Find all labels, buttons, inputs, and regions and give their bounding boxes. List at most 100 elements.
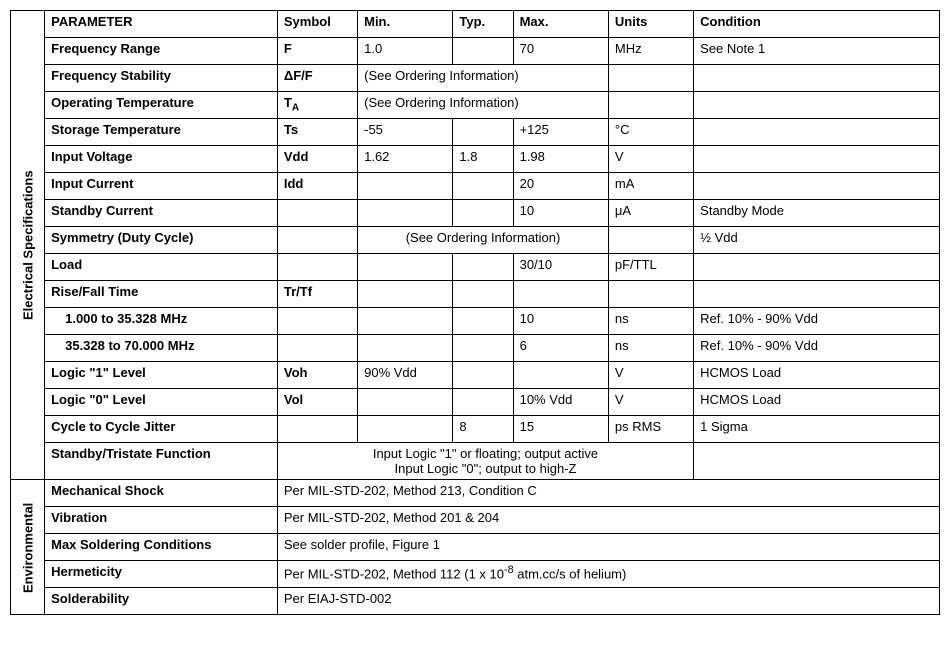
standby-line2: Input Logic "0"; output to high-Z [395,461,577,476]
table-row: Logic "0" Level Vol 10% Vdd V HCMOS Load [11,389,940,416]
symbol-cell: Ts [277,119,357,146]
symbol-cell [277,335,357,362]
table-row: Vibration Per MIL-STD-202, Method 201 & … [11,507,940,534]
symbol-cell: Tr/Tf [277,281,357,308]
typ-cell: 8 [453,416,513,443]
typ-cell [453,308,513,335]
param-cell: Solderability [45,588,278,615]
hdr-symbol: Symbol [277,11,357,38]
cond-cell [694,119,940,146]
units-cell [608,227,693,254]
units-cell: °C [608,119,693,146]
table-row: Cycle to Cycle Jitter 8 15 ps RMS 1 Sigm… [11,416,940,443]
param-cell: Rise/Fall Time [45,281,278,308]
symbol-cell [277,227,357,254]
units-cell: V [608,146,693,173]
max-cell: 15 [513,416,608,443]
cond-cell [694,65,940,92]
cond-cell: ½ Vdd [694,227,940,254]
span-cell: (See Ordering Information) [358,92,609,119]
units-cell: ns [608,335,693,362]
table-row: Max Soldering Conditions See solder prof… [11,534,940,561]
span-cell: Per MIL-STD-202, Method 213, Condition C [277,480,939,507]
spec-table-wrapper: Electrical Specifications PARAMETER Symb… [10,10,940,615]
cond-cell [694,146,940,173]
cond-cell: Standby Mode [694,200,940,227]
span-cell: Per EIAJ-STD-002 [277,588,939,615]
typ-cell [453,254,513,281]
typ-cell [453,389,513,416]
symbol-cell: TA [277,92,357,119]
cond-cell: See Note 1 [694,38,940,65]
symbol-cell: F [277,38,357,65]
cond-cell: HCMOS Load [694,362,940,389]
param-cell: Operating Temperature [45,92,278,119]
symbol-cell [277,200,357,227]
max-cell: +125 [513,119,608,146]
min-cell [358,200,453,227]
units-cell: ps RMS [608,416,693,443]
min-cell [358,308,453,335]
units-cell [608,281,693,308]
header-row: Electrical Specifications PARAMETER Symb… [11,11,940,38]
max-cell: 6 [513,335,608,362]
typ-cell: 1.8 [453,146,513,173]
span-cell: Per MIL-STD-202, Method 201 & 204 [277,507,939,534]
cond-cell: Ref. 10% - 90% Vdd [694,335,940,362]
min-cell: 1.0 [358,38,453,65]
param-cell: Input Current [45,173,278,200]
table-row: Frequency Stability ΔF/F (See Ordering I… [11,65,940,92]
typ-cell [453,38,513,65]
typ-cell [453,200,513,227]
cond-cell [694,443,940,480]
span-cell: See solder profile, Figure 1 [277,534,939,561]
max-cell: 10 [513,308,608,335]
param-cell: Mechanical Shock [45,480,278,507]
hdr-max: Max. [513,11,608,38]
max-cell: 10 [513,200,608,227]
table-row: Logic "1" Level Voh 90% Vdd V HCMOS Load [11,362,940,389]
cond-cell [694,281,940,308]
max-cell [513,281,608,308]
hdr-parameter: PARAMETER [45,11,278,38]
spec-table: Electrical Specifications PARAMETER Symb… [10,10,940,615]
param-cell: 1.000 to 35.328 MHz [45,308,278,335]
section-electrical: Electrical Specifications [11,11,45,480]
units-cell [608,92,693,119]
cond-cell [694,173,940,200]
param-cell: Max Soldering Conditions [45,534,278,561]
param-cell: Frequency Stability [45,65,278,92]
units-cell: μA [608,200,693,227]
table-row: Input Voltage Vdd 1.62 1.8 1.98 V [11,146,940,173]
table-row: Storage Temperature Ts -55 +125 °C [11,119,940,146]
hdr-min: Min. [358,11,453,38]
min-cell [358,335,453,362]
param-cell: Frequency Range [45,38,278,65]
min-cell: 90% Vdd [358,362,453,389]
span-cell: (See Ordering Information) [358,227,609,254]
units-cell: mA [608,173,693,200]
table-row: Frequency Range F 1.0 70 MHz See Note 1 [11,38,940,65]
max-cell: 20 [513,173,608,200]
typ-cell [453,119,513,146]
min-cell [358,389,453,416]
table-row: Input Current Idd 20 mA [11,173,940,200]
max-cell: 30/10 [513,254,608,281]
table-row: Standby/Tristate Function Input Logic "1… [11,443,940,480]
symbol-cell [277,416,357,443]
min-cell: 1.62 [358,146,453,173]
units-cell: ns [608,308,693,335]
param-cell: Vibration [45,507,278,534]
hdr-typ: Typ. [453,11,513,38]
hdr-condition: Condition [694,11,940,38]
table-row: Environmental Mechanical Shock Per MIL-S… [11,480,940,507]
hdr-units: Units [608,11,693,38]
table-row: Load 30/10 pF/TTL [11,254,940,281]
table-row: 35.328 to 70.000 MHz 6 ns Ref. 10% - 90%… [11,335,940,362]
standby-line1: Input Logic "1" or floating; output acti… [373,446,598,461]
max-cell: 10% Vdd [513,389,608,416]
units-cell [608,65,693,92]
units-cell: V [608,389,693,416]
cond-cell: HCMOS Load [694,389,940,416]
table-row: Symmetry (Duty Cycle) (See Ordering Info… [11,227,940,254]
